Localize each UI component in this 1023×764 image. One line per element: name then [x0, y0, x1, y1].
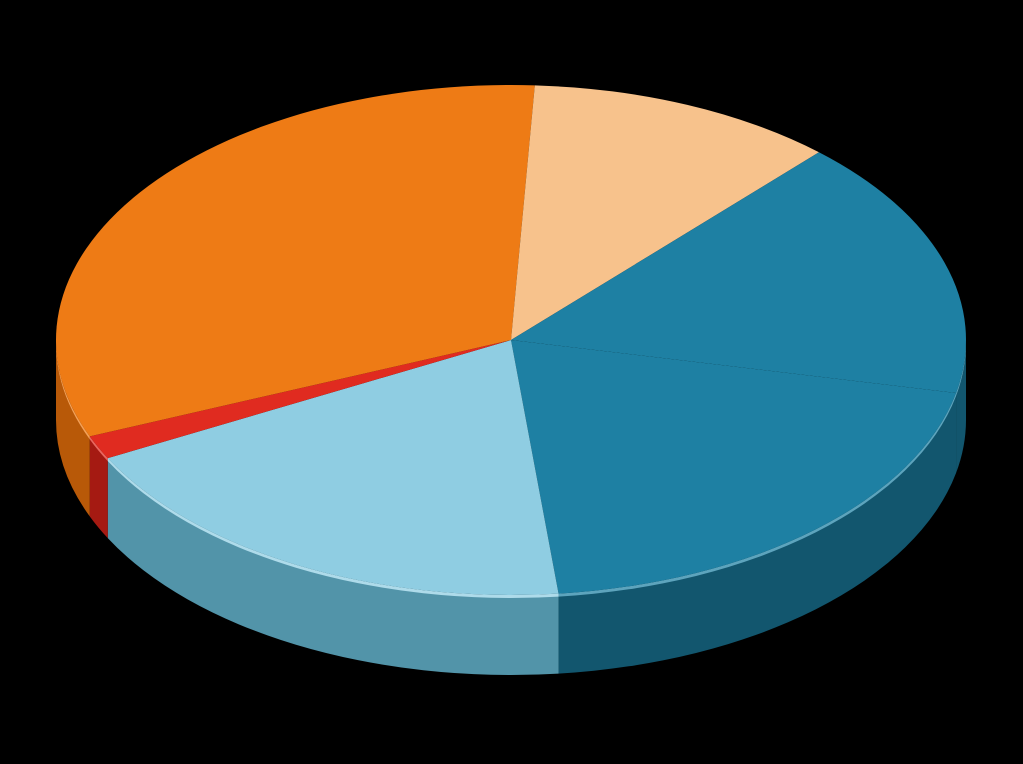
pie-chart-3d [0, 0, 1023, 764]
